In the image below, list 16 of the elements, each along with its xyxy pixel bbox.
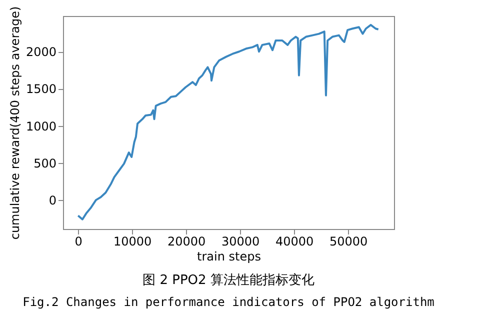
x-tick-label: 30000 <box>222 234 260 248</box>
x-tick-label: 40000 <box>276 234 314 248</box>
x-tick-label: 10000 <box>114 234 152 248</box>
y-axis-title: cumulative reward(400 steps average) <box>8 6 22 240</box>
x-axis-title: train steps <box>197 250 261 264</box>
caption: 图 2 PPO2 算法性能指标变化 <box>142 273 314 288</box>
x-tick-label: 20000 <box>168 234 206 248</box>
x-tick-label: 0 <box>74 234 82 248</box>
line-series <box>77 24 380 220</box>
y-tick-label: 500 <box>34 156 56 170</box>
y-tick-label: 1500 <box>26 82 56 96</box>
y-tick-label: 2000 <box>26 45 56 60</box>
y-tick-label: 1000 <box>26 119 56 134</box>
y-tick-label: 0 <box>48 194 56 208</box>
caption: Fig.2 Changes in performance indicators of PPO2 algorithm <box>22 295 434 309</box>
x-tick-label: 50000 <box>330 234 368 248</box>
